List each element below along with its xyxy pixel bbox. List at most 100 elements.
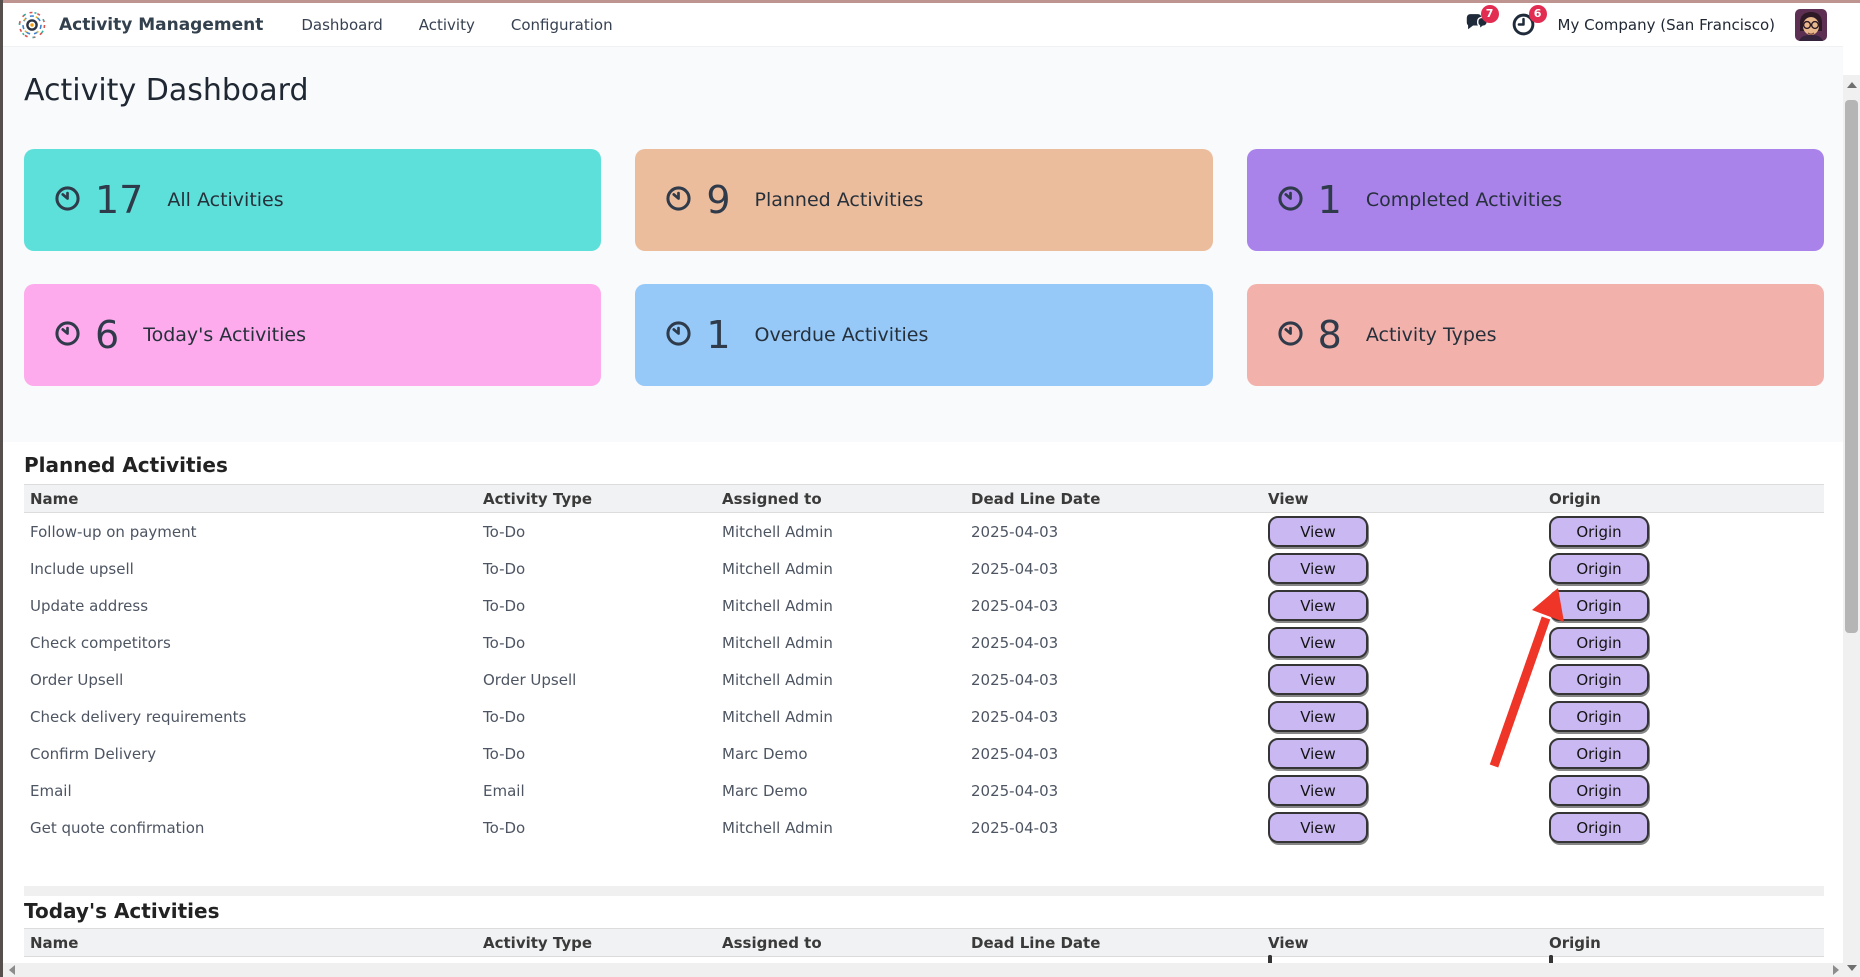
stat-cards: 17 All Activities 9 Planned Activities 1… bbox=[24, 149, 1824, 386]
cell-activity-type: To-Do bbox=[483, 707, 526, 726]
cell-name: Email bbox=[30, 781, 72, 800]
app-name[interactable]: Activity Management bbox=[59, 14, 264, 35]
cell-activity-type: To-Do bbox=[483, 818, 526, 837]
view-button[interactable]: View bbox=[1268, 738, 1368, 769]
cell-assigned-to: Mitchell Admin bbox=[722, 596, 833, 615]
stat-label: Activity Types bbox=[1365, 324, 1497, 346]
activities-icon[interactable]: 6 bbox=[1510, 4, 1547, 39]
horizontal-scrollbar[interactable] bbox=[3, 963, 1843, 977]
user-avatar[interactable] bbox=[1795, 8, 1827, 41]
origin-button[interactable]: Origin bbox=[1549, 553, 1649, 584]
column-header-assigned-to: Assigned to bbox=[722, 489, 822, 508]
cell-deadline: 2025-04-03 bbox=[971, 670, 1059, 689]
origin-button[interactable]: Origin bbox=[1549, 627, 1649, 658]
activities-badge: 6 bbox=[1528, 4, 1547, 23]
table-row: Check delivery requirements To-Do Mitche… bbox=[24, 698, 1824, 735]
cell-activity-type: To-Do bbox=[483, 596, 526, 615]
cell-activity-type: To-Do bbox=[483, 744, 526, 763]
view-button[interactable]: View bbox=[1268, 775, 1368, 806]
view-button[interactable]: View bbox=[1268, 553, 1368, 584]
cell-activity-type: To-Do bbox=[483, 559, 526, 578]
clock-icon bbox=[1277, 185, 1304, 216]
window-left-border bbox=[0, 0, 3, 977]
cell-assigned-to: Marc Demo bbox=[722, 781, 808, 800]
stat-count: 9 bbox=[706, 178, 731, 222]
stat-count: 8 bbox=[1317, 313, 1342, 357]
column-header-origin: Origin bbox=[1549, 933, 1601, 952]
company-switcher[interactable]: My Company (San Francisco) bbox=[1557, 15, 1775, 34]
view-button[interactable]: View bbox=[1268, 516, 1368, 547]
cell-assigned-to: Mitchell Admin bbox=[722, 818, 833, 837]
view-button[interactable]: View bbox=[1268, 701, 1368, 732]
table-row: Check competitors To-Do Mitchell Admin 2… bbox=[24, 624, 1824, 661]
stat-label: Completed Activities bbox=[1365, 189, 1563, 211]
stat-card[interactable]: 1 Overdue Activities bbox=[635, 284, 1213, 386]
cell-assigned-to: Marc Demo bbox=[722, 744, 808, 763]
clock-icon bbox=[54, 320, 81, 351]
origin-button[interactable]: Origin bbox=[1549, 775, 1649, 806]
stat-count: 1 bbox=[706, 313, 731, 357]
nav-item-configuration[interactable]: Configuration bbox=[510, 15, 613, 34]
nav-item-activity[interactable]: Activity bbox=[418, 15, 475, 34]
table-row: Follow-up on payment To-Do Mitchell Admi… bbox=[24, 513, 1824, 550]
cell-name: Check delivery requirements bbox=[30, 707, 247, 726]
stat-card[interactable]: 8 Activity Types bbox=[1246, 284, 1824, 386]
cell-deadline: 2025-04-03 bbox=[971, 596, 1059, 615]
origin-button[interactable]: Origin bbox=[1549, 516, 1649, 547]
cell-name: Order Upsell bbox=[30, 670, 124, 689]
table-row: Order Upsell Order Upsell Mitchell Admin… bbox=[24, 661, 1824, 698]
clock-icon bbox=[54, 185, 81, 216]
scroll-left-arrow-icon[interactable] bbox=[9, 965, 15, 975]
origin-button[interactable]: Origin bbox=[1549, 738, 1649, 769]
messages-icon[interactable]: 7 bbox=[1462, 4, 1499, 39]
column-header-activity-type: Activity Type bbox=[483, 933, 593, 952]
origin-button[interactable]: Origin bbox=[1549, 664, 1649, 695]
nav-item-dashboard[interactable]: Dashboard bbox=[301, 15, 383, 34]
column-header-view: View bbox=[1268, 933, 1309, 952]
cell-deadline: 2025-04-03 bbox=[971, 744, 1059, 763]
table-row: Get quote confirmation To-Do Mitchell Ad… bbox=[24, 809, 1824, 846]
origin-button[interactable]: Origin bbox=[1549, 590, 1649, 621]
section-title-planned: Planned Activities bbox=[24, 453, 228, 477]
cell-assigned-to: Mitchell Admin bbox=[722, 633, 833, 652]
view-button[interactable]: View bbox=[1268, 627, 1368, 658]
messages-badge: 7 bbox=[1480, 4, 1499, 23]
origin-button[interactable]: Origin bbox=[1549, 701, 1649, 732]
cell-activity-type: Order Upsell bbox=[483, 670, 577, 689]
scroll-right-arrow-icon[interactable] bbox=[1833, 965, 1839, 975]
stat-label: Planned Activities bbox=[754, 189, 924, 211]
window-top-border bbox=[0, 0, 1860, 3]
planned-table-header: Name Activity Type Assigned to Dead Line… bbox=[24, 484, 1824, 513]
cell-assigned-to: Mitchell Admin bbox=[722, 559, 833, 578]
stat-card[interactable]: 17 All Activities bbox=[24, 149, 602, 251]
today-table-header: Name Activity Type Assigned to Dead Line… bbox=[24, 928, 1824, 957]
nav-left: Activity Management Dashboard Activity C… bbox=[17, 10, 637, 40]
table-row: Email Email Marc Demo 2025-04-03 View Or… bbox=[24, 772, 1824, 809]
table-row: Confirm Delivery To-Do Marc Demo 2025-04… bbox=[24, 735, 1824, 772]
clock-icon bbox=[665, 320, 692, 351]
stat-label: All Activities bbox=[167, 189, 284, 211]
column-header-deadline: Dead Line Date bbox=[971, 933, 1101, 952]
stat-count: 1 bbox=[1317, 178, 1342, 222]
cell-name: Include upsell bbox=[30, 559, 134, 578]
cell-name: Check competitors bbox=[30, 633, 171, 652]
stat-card[interactable]: 9 Planned Activities bbox=[635, 149, 1213, 251]
vertical-scrollbar[interactable] bbox=[1843, 75, 1860, 977]
view-button[interactable]: View bbox=[1268, 664, 1368, 695]
section-title-today: Today's Activities bbox=[24, 899, 220, 923]
scroll-up-arrow-icon[interactable] bbox=[1846, 82, 1857, 88]
view-button[interactable]: View bbox=[1268, 590, 1368, 621]
column-header-assigned-to: Assigned to bbox=[722, 933, 822, 952]
view-button[interactable]: View bbox=[1268, 812, 1368, 843]
vertical-scrollbar-thumb[interactable] bbox=[1845, 100, 1858, 633]
scroll-down-arrow-icon[interactable] bbox=[1846, 965, 1857, 971]
cell-assigned-to: Mitchell Admin bbox=[722, 522, 833, 541]
cell-name: Confirm Delivery bbox=[30, 744, 157, 763]
stat-card[interactable]: 6 Today's Activities bbox=[24, 284, 602, 386]
cell-activity-type: To-Do bbox=[483, 522, 526, 541]
stat-card[interactable]: 1 Completed Activities bbox=[1246, 149, 1824, 251]
origin-button[interactable]: Origin bbox=[1549, 812, 1649, 843]
stat-label: Overdue Activities bbox=[754, 324, 929, 346]
cell-activity-type: To-Do bbox=[483, 633, 526, 652]
